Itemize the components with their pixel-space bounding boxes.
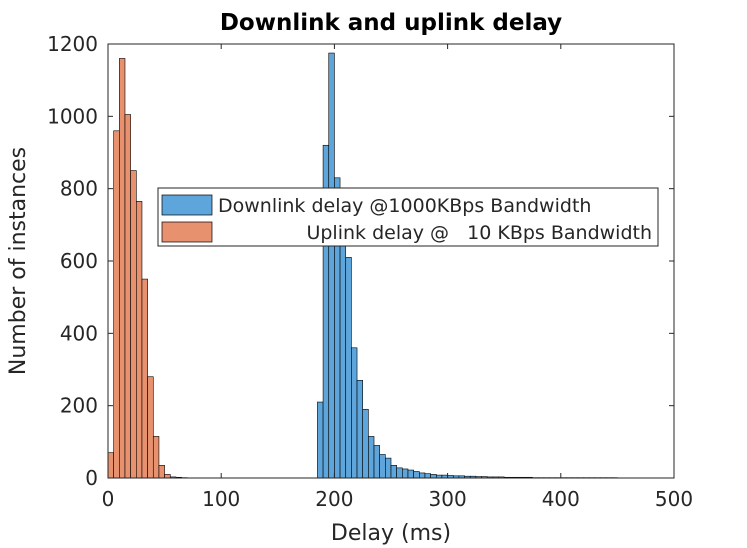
downlink-bar xyxy=(356,380,364,479)
legend-label-uplink: Uplink delay @ 10 KBps Bandwidth xyxy=(306,222,652,244)
uplink-bar xyxy=(113,130,120,479)
uplink-bar xyxy=(158,465,165,479)
downlink-bar xyxy=(379,454,386,479)
x-tick-label: 500 xyxy=(655,487,693,511)
downlink-bar xyxy=(407,469,414,479)
downlink-bar xyxy=(345,257,352,479)
y-tick-label: 200 xyxy=(60,394,98,418)
downlink-bar xyxy=(362,408,369,479)
uplink-bar xyxy=(147,376,154,479)
downlink-bar xyxy=(368,436,375,479)
uplink-bar xyxy=(107,452,114,479)
chart-title: Downlink and uplink delay xyxy=(220,10,562,36)
downlink-bar xyxy=(424,473,431,479)
x-ticks: 0 100 200 300 400 500 xyxy=(102,44,693,511)
downlink-bar xyxy=(385,457,392,479)
downlink-bar xyxy=(413,471,420,479)
y-axis-label: Number of instances xyxy=(6,147,31,375)
x-tick-label: 0 xyxy=(102,487,115,511)
downlink-bar xyxy=(390,465,397,479)
y-tick-label: 1000 xyxy=(47,104,98,128)
y-tick-label: 600 xyxy=(60,249,98,273)
downlink-bar xyxy=(339,235,347,479)
uplink-bar xyxy=(152,436,160,479)
plot-area xyxy=(108,44,674,478)
downlink-bar xyxy=(373,445,380,479)
x-tick-label: 400 xyxy=(542,487,580,511)
y-tick-label: 0 xyxy=(85,466,98,490)
downlink-bar xyxy=(418,472,426,479)
y-tick-label: 400 xyxy=(60,321,98,345)
legend-swatch-downlink xyxy=(161,194,213,216)
uplink-bar xyxy=(136,201,143,479)
x-tick-label: 100 xyxy=(202,487,240,511)
x-tick-label: 300 xyxy=(429,487,467,511)
uplink-bar xyxy=(124,114,131,479)
downlink-bar xyxy=(402,468,409,479)
downlink-bar xyxy=(351,347,358,479)
downlink-bar xyxy=(396,467,403,479)
downlink-bar xyxy=(328,52,335,479)
legend-box xyxy=(157,187,659,247)
y-tick-label: 800 xyxy=(60,177,98,201)
uplink-bar xyxy=(164,474,171,479)
uplink-bar xyxy=(130,170,137,479)
legend-label-downlink: Downlink delay @1000KBps Bandwidth xyxy=(218,195,591,217)
legend: Downlink delay @1000KBps Bandwidth Uplin… xyxy=(157,187,659,247)
downlink-bar xyxy=(430,474,437,479)
downlink-bar xyxy=(317,401,324,479)
y-ticks: 0 200 400 600 800 1000 1200 xyxy=(47,32,674,490)
uplink-bar xyxy=(119,58,126,479)
legend-swatch-uplink xyxy=(161,221,213,243)
uplink-bar xyxy=(141,278,148,479)
x-tick-label: 200 xyxy=(315,487,353,511)
y-tick-label: 1200 xyxy=(47,32,98,56)
x-axis-label: Delay (ms) xyxy=(331,521,451,546)
